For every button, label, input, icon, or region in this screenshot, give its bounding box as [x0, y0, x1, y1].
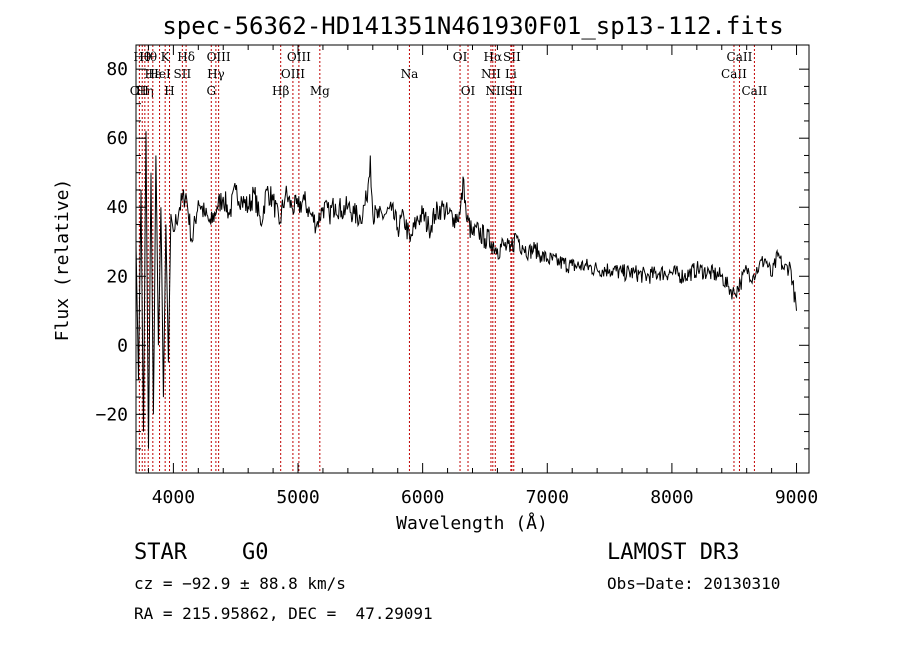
spectral-line-label: OIII	[207, 50, 231, 64]
axis-ticks: 4000 5000 6000 7000 8000 9000 −20 0 20 40 60 80	[95, 45, 818, 508]
spectral-line-label: SII	[505, 84, 523, 98]
spectral-line-label: Hδ	[177, 50, 195, 64]
spectral-line-label: SII	[174, 67, 192, 81]
x-axis-label: Wavelength (Å)	[396, 512, 548, 534]
x-tick-label: 7000	[526, 487, 569, 508]
x-tick-label: 6000	[401, 487, 444, 508]
spectral-line-label: HeI	[148, 67, 171, 81]
redshift-cz: cz = −92.9 ± 88.8 km/s	[134, 574, 346, 593]
ra-dec: RA = 215.95862, DEC = 47.29091	[134, 604, 433, 623]
y-axis-label: Flux (relative)	[52, 179, 73, 342]
spectral-line-label: Hη	[136, 84, 154, 98]
spectral-line-label: Hε	[144, 67, 161, 81]
spectral-line-label: G	[206, 84, 216, 98]
spectral-line-label: Hγ	[207, 67, 225, 81]
chart-title: spec-56362-HD141351N461930F01_sp13-112.f…	[162, 12, 783, 40]
spectral-line-label: NII	[481, 67, 501, 81]
spectral-line-label: SII	[503, 50, 521, 64]
spectral-line-label: OIII	[281, 67, 305, 81]
subclass: G0	[242, 540, 269, 565]
y-tick-label: 0	[117, 335, 128, 356]
spectral-line-label: CaII	[721, 67, 747, 81]
x-tick-label: 9000	[775, 487, 818, 508]
plot-frame	[135, 44, 810, 474]
spectral-line-label: K	[161, 50, 171, 64]
spectral-line-label: Na	[401, 67, 419, 81]
spectral-line-label: OIII	[287, 50, 311, 64]
spectral-line-label: Li	[505, 67, 517, 81]
y-tick-label: −20	[95, 404, 128, 425]
spectral-line-label: Hθ	[133, 50, 151, 64]
y-tick-label: 40	[106, 197, 128, 218]
x-tick-label: 4000	[152, 487, 195, 508]
spectral-line-label: NII	[485, 84, 505, 98]
spectral-line-label: OI	[461, 84, 476, 98]
spectral-line-label: OI	[453, 50, 468, 64]
x-tick-label: 8000	[650, 487, 693, 508]
y-tick-label: 80	[106, 59, 128, 80]
spectral-line-label: Mg	[310, 84, 330, 98]
y-tick-label: 60	[106, 128, 128, 149]
y-tick-label: 20	[106, 266, 128, 287]
spectral-line-markers: OIIHθHηHθHεHeIKHSIIHδGHγOIIIHβOIIIOIIIMg…	[130, 45, 768, 473]
spectral-line-label: Hα	[484, 50, 503, 64]
spectral-line-label: Hβ	[272, 84, 289, 98]
survey-name: LAMOST DR3	[607, 540, 740, 565]
x-tick-label: 5000	[276, 487, 319, 508]
observation-date: Obs−Date: 20130310	[607, 574, 781, 593]
spectral-line-label: CaII	[741, 84, 767, 98]
spectral-line-label: Hθ	[139, 50, 157, 64]
spectral-line-label: H	[164, 84, 174, 98]
object-class: STAR	[134, 540, 187, 565]
spectrum-series-line	[135, 131, 797, 449]
spectral-line-label: CaII	[727, 50, 753, 64]
